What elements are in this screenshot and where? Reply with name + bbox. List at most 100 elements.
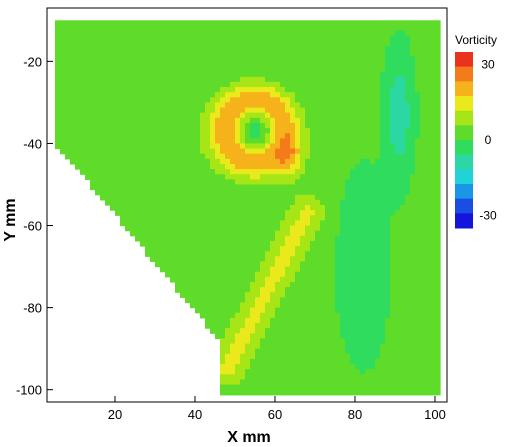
contour-cell — [430, 220, 436, 227]
contour-cell — [335, 348, 341, 355]
contour-cell — [230, 246, 236, 252]
contour-cell — [420, 51, 426, 57]
contour-cell — [410, 322, 416, 329]
contour-cell — [315, 287, 321, 293]
contour-cell — [180, 92, 186, 98]
contour-cell — [315, 163, 321, 170]
contour-cell — [370, 256, 376, 263]
contour-cell — [120, 97, 126, 103]
contour-cell — [410, 374, 416, 381]
contour-cell — [385, 92, 391, 98]
contour-cell — [115, 138, 121, 145]
contour-cell — [140, 128, 146, 134]
contour-cell — [55, 97, 61, 103]
contour-cell — [275, 56, 281, 62]
contour-cell — [150, 230, 156, 237]
contour-cell — [320, 61, 326, 68]
contour-cell — [305, 194, 311, 201]
contour-cell — [290, 66, 296, 73]
contour-cell — [340, 92, 346, 98]
contour-cell — [135, 133, 141, 139]
contour-cell — [90, 128, 96, 134]
contour-cell — [220, 240, 226, 247]
contour-cell — [395, 246, 401, 252]
contour-cell — [115, 20, 121, 27]
contour-cell — [325, 35, 331, 42]
contour-cell — [305, 179, 311, 186]
contour-cell — [245, 384, 251, 391]
contour-cell — [400, 30, 406, 37]
contour-cell — [415, 174, 421, 180]
contour-cell — [330, 179, 336, 186]
contour-cell — [265, 348, 271, 355]
contour-cell — [100, 174, 106, 180]
contour-cell — [110, 20, 116, 27]
contour-cell — [135, 205, 141, 211]
contour-cell — [180, 251, 186, 257]
contour-cell — [270, 338, 276, 345]
contour-cell — [265, 138, 271, 145]
contour-cell — [425, 112, 431, 119]
contour-cell — [210, 25, 216, 32]
contour-cell — [400, 246, 406, 252]
contour-cell — [220, 358, 226, 365]
contour-cell — [235, 225, 241, 232]
contour-cell — [405, 358, 411, 365]
contour-cell — [130, 138, 136, 145]
contour-cell — [230, 240, 236, 247]
contour-cell — [175, 215, 181, 221]
contour-cell — [260, 307, 266, 314]
contour-cell — [145, 51, 151, 57]
contour-cell — [425, 51, 431, 57]
contour-cell — [210, 189, 216, 196]
contour-cell — [155, 179, 161, 186]
contour-cell — [160, 71, 166, 78]
contour-cell — [145, 184, 151, 191]
contour-cell — [260, 276, 266, 283]
contour-cell — [290, 61, 296, 68]
contour-cell — [100, 20, 106, 27]
contour-cell — [235, 348, 241, 355]
contour-cell — [145, 220, 151, 227]
contour-cell — [360, 66, 366, 73]
contour-cell — [260, 302, 266, 309]
contour-cell — [160, 51, 166, 57]
contour-cell — [365, 148, 371, 155]
contour-cell — [165, 66, 171, 73]
contour-cell — [235, 35, 241, 42]
contour-cell — [385, 194, 391, 201]
contour-cell — [135, 117, 141, 124]
contour-cell — [365, 25, 371, 32]
contour-cell — [240, 51, 246, 57]
contour-cell — [365, 133, 371, 139]
contour-cell — [345, 266, 351, 273]
contour-cell — [125, 40, 131, 47]
contour-cell — [340, 56, 346, 62]
contour-cell — [280, 56, 286, 62]
contour-cell — [115, 40, 121, 47]
contour-cell — [400, 358, 406, 365]
contour-cell — [110, 179, 116, 186]
contour-cell — [180, 35, 186, 42]
contour-cell — [275, 317, 281, 324]
contour-cell — [360, 25, 366, 32]
contour-cell — [135, 76, 141, 83]
contour-cell — [155, 143, 161, 150]
contour-cell — [100, 133, 106, 139]
contour-cell — [345, 251, 351, 257]
contour-cell — [405, 328, 411, 334]
contour-cell — [55, 143, 61, 150]
contour-cell — [190, 138, 196, 145]
contour-cell — [355, 194, 361, 201]
contour-cell — [105, 174, 111, 180]
contour-cell — [115, 189, 121, 196]
contour-cell — [150, 128, 156, 134]
contour-cell — [235, 281, 241, 288]
contour-cell — [430, 230, 436, 237]
contour-cell — [385, 169, 391, 175]
contour-cell — [80, 51, 86, 57]
contour-cell — [290, 210, 296, 216]
contour-cell — [75, 35, 81, 42]
contour-cell — [245, 312, 251, 319]
contour-cell — [295, 281, 301, 288]
